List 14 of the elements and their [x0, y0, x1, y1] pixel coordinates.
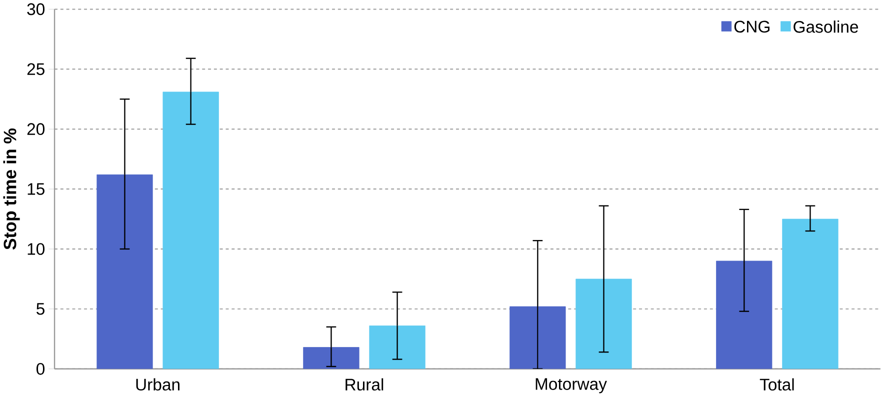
y-tick-label: 0 — [36, 363, 45, 376]
x-tick-label: Total — [760, 378, 794, 391]
legend-label: Gasoline — [794, 20, 858, 34]
y-tick-label: 5 — [36, 303, 44, 316]
legend-label: CNG — [734, 20, 770, 33]
y-tick-label: 25 — [27, 63, 44, 76]
y-axis-title: Stop time in % — [3, 128, 20, 250]
y-tick-label: 20 — [27, 123, 45, 136]
y-tick-label: 30 — [27, 4, 45, 16]
y-tick-label: 10 — [28, 243, 45, 256]
x-tick-label: Motorway — [536, 378, 607, 394]
x-tick-label: Rural — [346, 378, 384, 391]
x-tick-label: Urban — [136, 378, 180, 391]
y-tick-label: 15 — [28, 183, 44, 196]
